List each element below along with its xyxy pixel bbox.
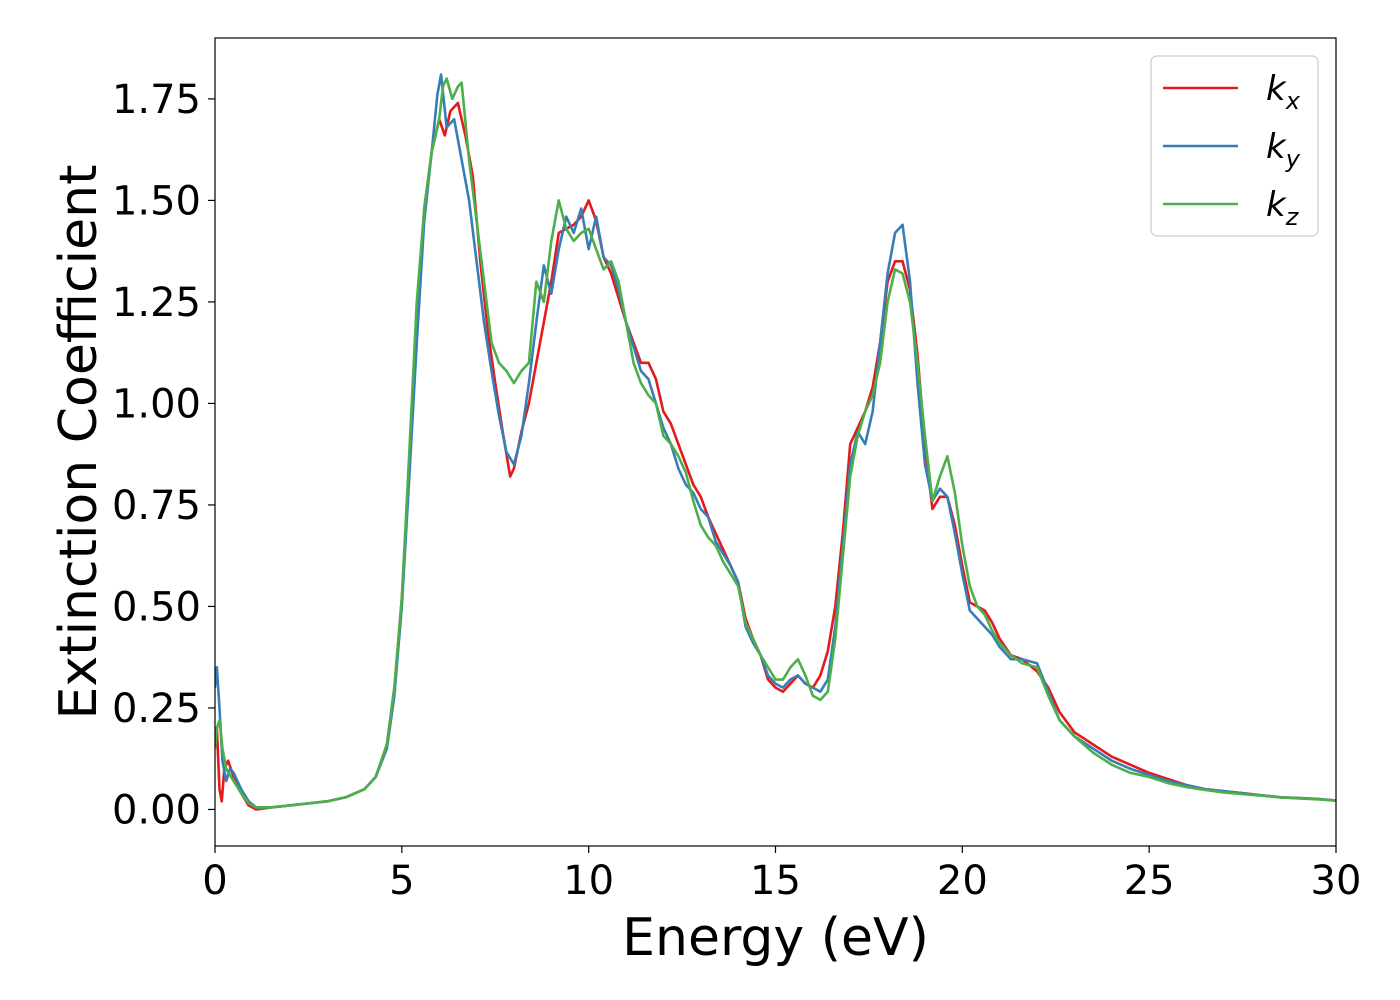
y-tick-label: 1.50	[112, 178, 201, 224]
x-tick-label: 10	[563, 858, 614, 904]
legend-label-main: k	[1266, 69, 1287, 109]
y-axis: 0.00 0.25 0.50 0.75 1.00 1.25 1.50 1.75	[112, 77, 215, 833]
y-tick-label: 0.25	[112, 686, 201, 732]
y-tick-label: 1.00	[112, 381, 201, 427]
series-layer	[215, 73, 1336, 811]
x-tick-label: 15	[750, 858, 801, 904]
legend-label-main: k	[1266, 127, 1287, 167]
y-tick-label: 0.50	[112, 584, 201, 630]
x-tick-label: 30	[1311, 858, 1362, 904]
x-tick-label: 0	[202, 858, 227, 904]
legend-label-y: ky	[1266, 127, 1301, 173]
legend-label-x: kx	[1266, 69, 1301, 115]
legend-label-subscript: y	[1285, 145, 1301, 173]
y-tick-label: 1.25	[112, 280, 201, 326]
x-tick-label: 5	[389, 858, 414, 904]
legend-label-main: k	[1266, 185, 1287, 225]
y-tick-label: 0.75	[112, 483, 201, 529]
y-tick-label: 0.00	[112, 787, 201, 833]
legend-label-z: kz	[1266, 185, 1300, 231]
x-tick-label: 25	[1124, 858, 1175, 904]
series-line-z	[215, 77, 1336, 809]
y-tick-label: 1.75	[112, 77, 201, 123]
legend-label-subscript: z	[1285, 203, 1300, 231]
x-axis-title: Energy (eV)	[622, 908, 929, 968]
x-axis: 0 5 10 15 20 25 30	[202, 846, 1361, 904]
legend-label-subscript: x	[1285, 87, 1301, 115]
y-axis-title: Extinction Coefficient	[49, 165, 109, 720]
x-tick-label: 20	[937, 858, 988, 904]
